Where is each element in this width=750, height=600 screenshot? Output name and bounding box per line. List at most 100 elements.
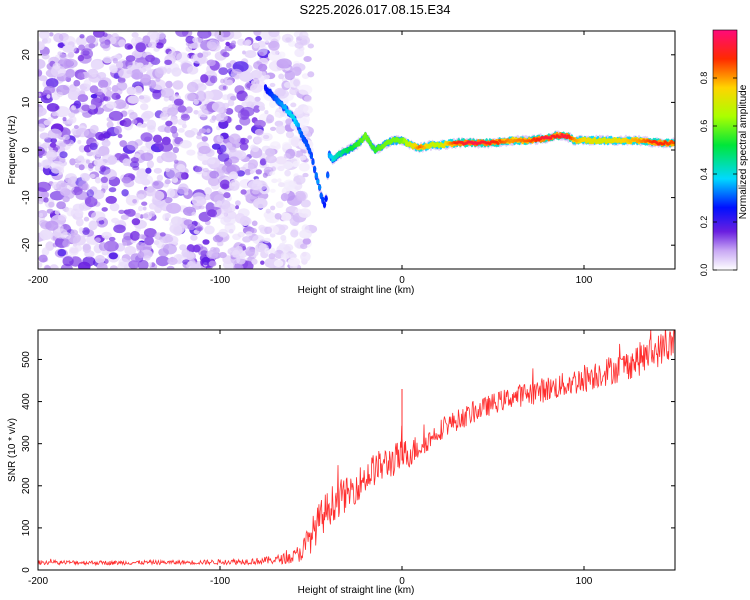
noise-speckle <box>280 212 292 222</box>
noise-speckle <box>237 109 250 121</box>
noise-speckle <box>279 224 289 231</box>
noise-speckle <box>299 38 308 45</box>
noise-speckle <box>168 50 177 58</box>
noise-speckle <box>48 201 55 208</box>
noise-speckle <box>251 145 260 153</box>
noise-speckle <box>219 179 230 190</box>
noise-speckle <box>74 209 84 218</box>
signal-trace-cell <box>532 137 536 141</box>
noise-speckle <box>103 96 109 101</box>
noise-speckle <box>259 51 264 56</box>
noise-speckle <box>228 171 239 181</box>
noise-speckle <box>204 225 215 235</box>
noise-speckle <box>253 42 260 49</box>
noise-speckle <box>218 67 229 75</box>
noise-speckle <box>253 105 261 113</box>
noise-speckle <box>38 254 48 263</box>
signal-trace-cell <box>270 93 274 96</box>
snr-xtick-label: 100 <box>576 576 593 587</box>
noise-speckle <box>71 105 77 111</box>
noise-speckle <box>40 191 50 199</box>
noise-speckle <box>291 66 302 76</box>
noise-speckle <box>105 195 117 204</box>
noise-speckle <box>301 251 307 257</box>
noise-speckle <box>197 109 209 118</box>
signal-trace-cell <box>404 139 408 143</box>
noise-speckle <box>165 80 173 89</box>
noise-speckle <box>265 155 277 164</box>
spectrogram-ytick-label: 10 <box>21 96 32 108</box>
noise-speckle <box>207 158 216 165</box>
noise-speckle <box>68 112 75 118</box>
noise-speckle <box>56 91 63 98</box>
noise-speckle <box>177 127 185 133</box>
noise-speckle <box>152 190 165 201</box>
noise-speckle <box>273 259 284 267</box>
noise-speckle <box>156 31 166 40</box>
noise-speckle <box>216 135 224 143</box>
noise-speckle <box>82 183 90 191</box>
noise-speckle <box>196 134 203 140</box>
noise-speckle <box>209 75 218 84</box>
noise-speckle <box>95 150 102 158</box>
noise-speckle <box>247 135 253 140</box>
noise-speckle <box>152 180 164 190</box>
noise-speckle <box>38 181 51 192</box>
noise-speckle <box>38 75 48 82</box>
noise-speckle <box>206 128 211 133</box>
noise-speckle <box>78 145 86 153</box>
noise-speckle <box>202 171 208 177</box>
noise-speckle <box>140 132 153 142</box>
noise-speckle <box>75 191 89 200</box>
signal-trace-cell <box>283 106 287 110</box>
noise-speckle <box>116 81 128 91</box>
noise-speckle <box>276 144 281 150</box>
signal-trace-cell <box>304 141 309 145</box>
noise-speckle <box>75 218 84 227</box>
noise-speckle <box>263 237 271 244</box>
noise-speckle <box>226 62 232 69</box>
noise-speckle <box>38 92 41 97</box>
noise-speckle <box>300 199 311 208</box>
noise-speckle <box>281 33 294 44</box>
colorbar: 0.0 0.2 0.4 0.6 0.8 Normalized spectral ampl… <box>699 29 749 276</box>
noise-speckle <box>201 51 209 58</box>
signal-trace-cell <box>368 142 372 146</box>
noise-speckle <box>131 218 141 226</box>
noise-speckle <box>211 101 226 112</box>
noise-speckle <box>197 52 204 58</box>
noise-speckle <box>124 245 137 256</box>
noise-speckle <box>39 132 50 140</box>
snr-ylabel: SNR (10 * v/v) <box>7 418 18 482</box>
spectrogram-ylabel: Frequency (Hz) <box>7 116 18 185</box>
noise-speckle <box>73 125 79 129</box>
snr-xtick-label: -100 <box>210 576 230 587</box>
spectrogram-heatmap <box>38 31 675 269</box>
noise-speckle <box>138 234 146 240</box>
noise-speckle <box>300 243 308 250</box>
noise-speckle <box>94 254 106 264</box>
noise-speckle <box>152 89 162 100</box>
noise-speckle <box>79 34 85 39</box>
noise-speckle <box>130 161 140 169</box>
noise-speckle <box>54 209 61 215</box>
noise-speckle <box>111 217 120 224</box>
noise-speckle <box>307 43 314 49</box>
noise-speckle <box>95 131 104 141</box>
signal-trace-cell <box>427 144 431 148</box>
noise-speckle <box>165 120 173 127</box>
noise-speckle <box>176 52 190 63</box>
noise-speckle <box>202 167 209 173</box>
noise-speckle <box>153 167 163 174</box>
noise-speckle <box>176 254 183 260</box>
noise-speckle <box>284 169 291 177</box>
signal-trace-cell <box>268 90 272 94</box>
noise-speckle <box>270 188 276 193</box>
noise-speckle <box>42 159 51 169</box>
noise-speckle <box>86 189 95 198</box>
noise-speckle <box>146 186 155 193</box>
noise-speckle <box>147 125 156 133</box>
noise-speckle <box>290 102 297 108</box>
noise-speckle <box>125 208 136 217</box>
noise-speckle <box>102 32 108 37</box>
